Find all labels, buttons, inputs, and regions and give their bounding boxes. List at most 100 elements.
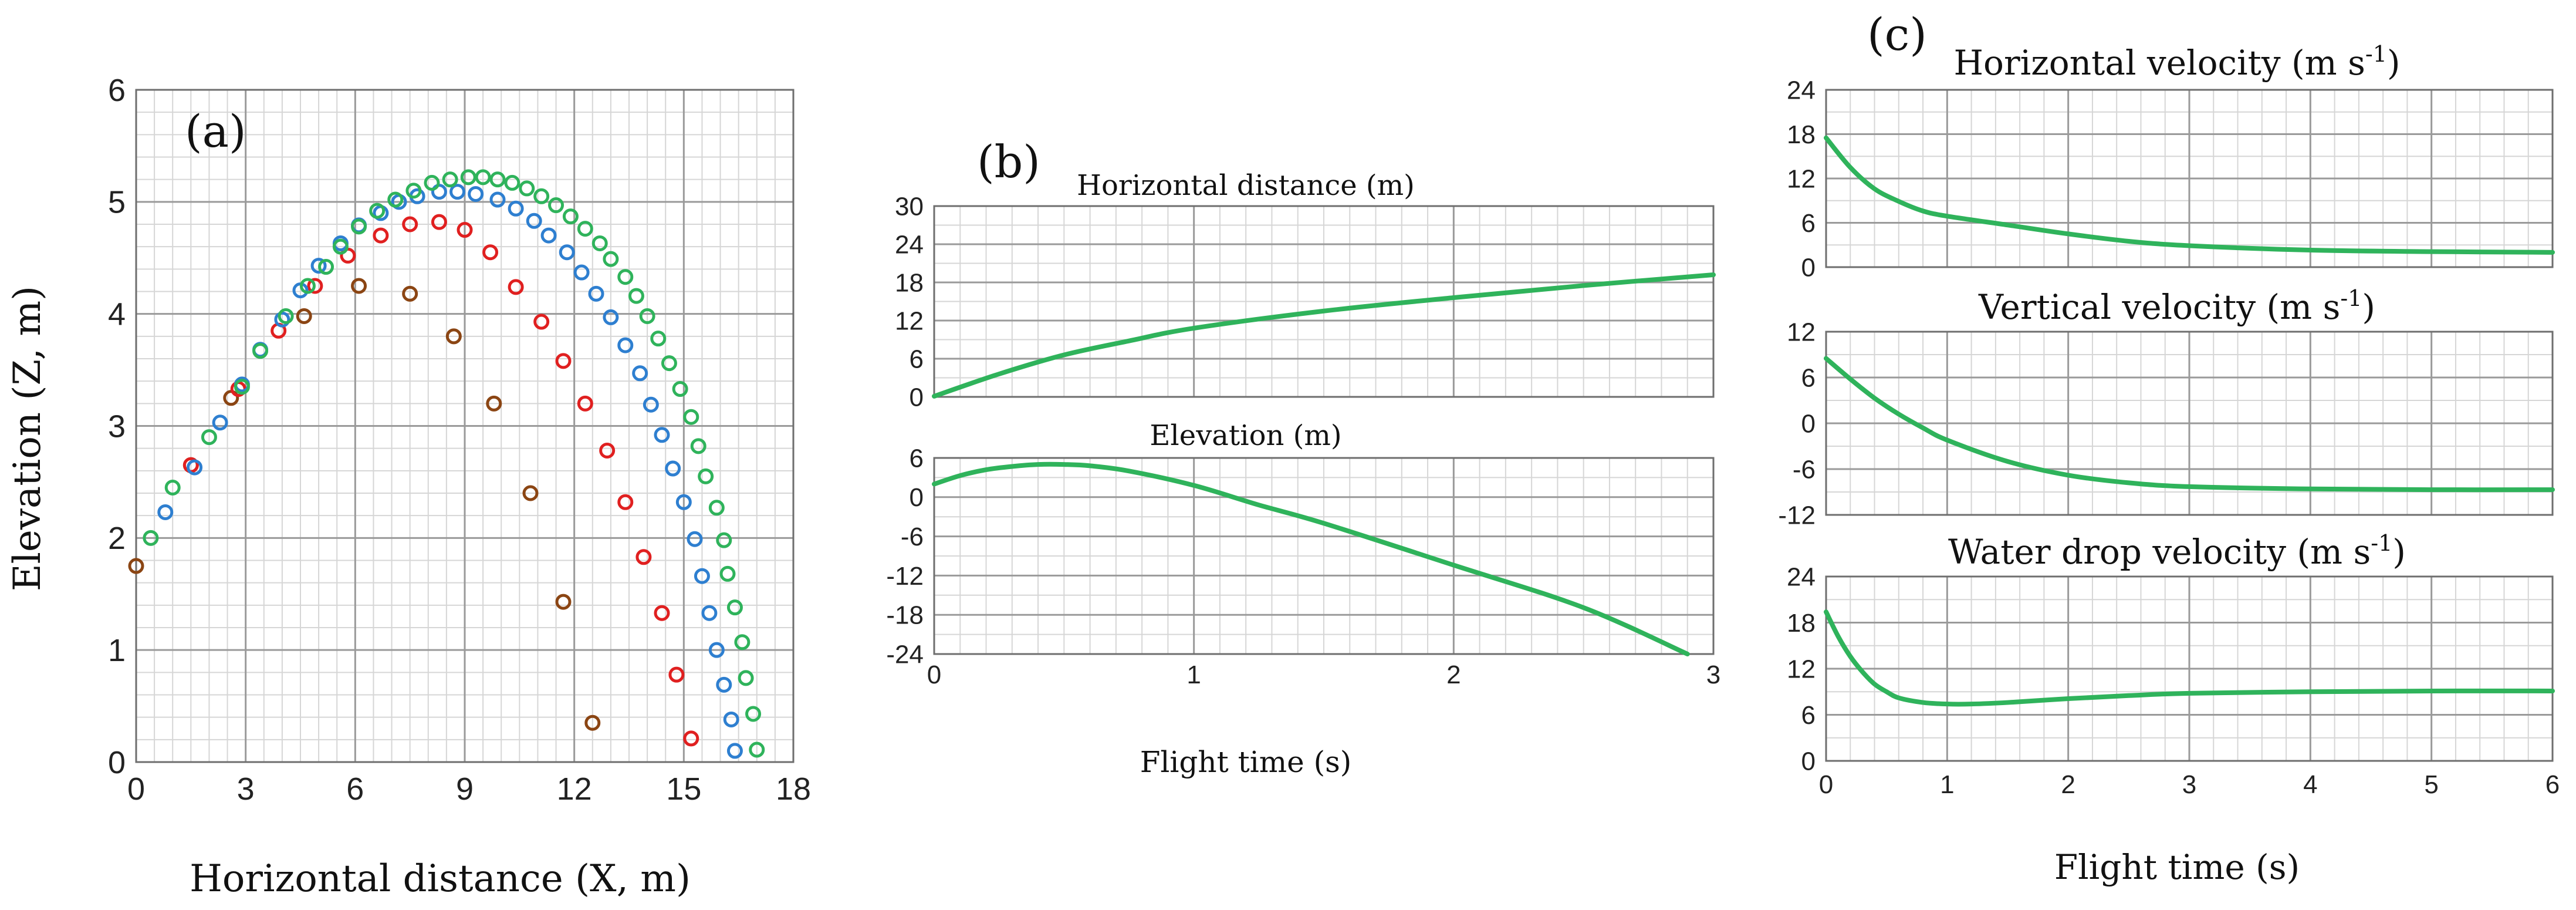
panel-b-horizontal-distance-title: Horizontal distance (m): [1077, 169, 1415, 202]
scatter-point: [274, 311, 290, 328]
panel-b-horizontal-distance-grid: [933, 205, 1715, 398]
y-tick-label: 12: [1787, 164, 1816, 193]
scatter-point: [424, 174, 440, 191]
y-tick-label: 6: [910, 345, 924, 373]
scatter-point: [654, 427, 670, 443]
scatter-point: [307, 278, 323, 294]
x-tick-label: 1: [1940, 770, 1954, 799]
scatter-point: [405, 183, 422, 199]
panel-c-water-drop-velocity-title: Water drop velocity (m s-1): [1948, 530, 2406, 572]
scatter-point: [588, 285, 604, 302]
scatter-point: [701, 605, 718, 621]
scatter-point: [617, 269, 634, 285]
panel-b-horizontal-distance-ticks: 0 6 12 18 24 30: [895, 192, 924, 412]
scatter-point: [402, 285, 418, 302]
x-tick-label: 0: [1819, 770, 1833, 799]
scatter-point: [617, 337, 634, 353]
y-tick-label: -6: [1793, 455, 1816, 484]
scatter-point: [738, 670, 754, 686]
scatter-point: [672, 381, 688, 397]
scatter-point: [526, 213, 542, 229]
scatter-point: [449, 184, 466, 200]
x-tick-label: 2: [1446, 660, 1461, 689]
scatter-point: [716, 532, 732, 548]
panel-c-horizontal-velocity-ticks: 0 6 12 18 24: [1787, 76, 1816, 282]
y-tick-label: 0: [1801, 747, 1816, 776]
series-line: [1824, 135, 2555, 255]
y-tick-label: 12: [895, 306, 924, 335]
scatter-point: [164, 479, 181, 496]
scatter-point: [442, 171, 458, 188]
scatter-point: [675, 494, 692, 510]
scatter-point: [468, 186, 484, 202]
x-tick-label: 18: [776, 771, 811, 807]
series-line: [932, 461, 1690, 656]
scatter-point: [533, 314, 550, 330]
plot-frame: [933, 205, 1715, 398]
scatter-point: [475, 169, 491, 186]
scatter-point: [310, 258, 327, 274]
y-tick-label: 3: [108, 409, 126, 444]
scatter-point: [540, 227, 557, 244]
scatter-point: [716, 676, 732, 693]
x-tick-label: 2: [2061, 770, 2075, 799]
panel-c-horizontal-velocity-marks: [1824, 135, 2555, 255]
scatter-point: [562, 208, 579, 225]
scatter-point: [533, 188, 550, 204]
scatter-point: [457, 222, 473, 238]
scatter-point: [431, 214, 447, 230]
scatter-point: [369, 203, 386, 219]
scatter-point: [628, 288, 644, 304]
scatter-point: [723, 711, 739, 727]
x-tick-label: 6: [346, 771, 364, 807]
scatter-point: [318, 259, 334, 275]
y-tick-label: 0: [1801, 253, 1816, 282]
scatter-point: [726, 599, 743, 616]
scatter-point: [643, 396, 659, 413]
plot-frame: [933, 457, 1715, 655]
scatter-point: [373, 227, 389, 244]
scatter-point: [734, 634, 751, 651]
y-tick-label: 0: [108, 745, 126, 780]
scatter-point: [299, 278, 316, 294]
panel-label-b: (b): [977, 136, 1040, 188]
scatter-point: [635, 549, 652, 565]
scatter-point: [486, 395, 502, 412]
x-tick-label: 12: [557, 771, 592, 807]
panel-a-marks: [128, 169, 765, 759]
scatter-point: [683, 730, 699, 747]
scatter-point: [694, 568, 710, 584]
panel-c-vertical-velocity-marks: [1824, 356, 2555, 493]
scatter-point: [668, 666, 685, 683]
series-line: [932, 272, 1716, 399]
panel-c-horizontal-velocity-grid: [1825, 89, 2554, 268]
y-tick-label: 1: [108, 633, 126, 668]
y-tick-label: 6: [1801, 363, 1816, 392]
scatter-point: [745, 706, 762, 722]
panel-c-vertical-velocity-grid: [1825, 331, 2554, 516]
scatter-point: [387, 191, 404, 208]
x-tick-label: 3: [1706, 660, 1720, 689]
x-tick-label: 3: [237, 771, 255, 807]
scatter-point: [603, 251, 619, 267]
y-tick-label: 6: [1801, 209, 1816, 238]
scatter-point: [508, 279, 524, 295]
scatter-point: [519, 180, 535, 197]
y-tick-label: 4: [108, 297, 126, 332]
panel-c-vertical-velocity-title: Vertical velocity (m s-1): [1978, 285, 2375, 327]
scatter-point: [296, 308, 312, 324]
x-tick-label: 9: [456, 771, 474, 807]
scatter-point: [351, 278, 367, 294]
scatter-point: [460, 169, 476, 186]
panel-c-xlabel: Flight time (s): [2054, 847, 2300, 887]
scatter-point: [650, 331, 667, 347]
plot-frame: [1825, 331, 2554, 516]
scatter-point: [708, 500, 725, 516]
scatter-point: [508, 200, 524, 217]
y-tick-label: -18: [886, 601, 924, 630]
